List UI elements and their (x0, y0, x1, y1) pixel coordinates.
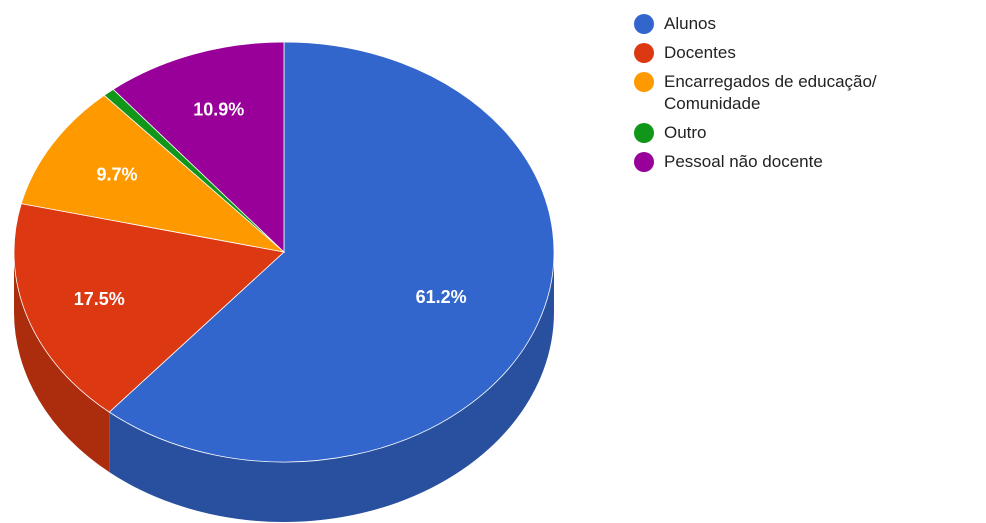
legend-swatch-encarregados (634, 72, 654, 92)
pie-slice-encarregados[interactable] (20, 94, 286, 253)
pie-side-walls (14, 252, 554, 522)
legend-label-encarregados: Encarregados de educação/ Comunidade (664, 72, 877, 113)
legend-item-docentes[interactable]: Docentes (634, 42, 979, 64)
pie-labels: 61.2% 17.5% 9.7% 10.9% (74, 100, 467, 310)
legend-swatch-pessoal-nao-docente (634, 152, 654, 172)
slice-label-encarregados: 9.7% (96, 165, 137, 185)
legend-item-encarregados[interactable]: Encarregados de educação/ Comunidade (634, 71, 979, 115)
pie-side-docentes (14, 252, 110, 473)
legend-swatch-docentes (634, 43, 654, 63)
slice-label-pessoal-nao-docente: 10.9% (193, 100, 244, 120)
legend-label-docentes: Docentes (664, 43, 736, 62)
slice-label-alunos: 61.2% (416, 287, 467, 307)
pie-top (13, 41, 555, 463)
legend: Alunos Docentes Encarregados de educação… (634, 13, 979, 180)
legend-label-pessoal-nao-docente: Pessoal não docente (664, 152, 823, 171)
pie-side-alunos (109, 252, 554, 522)
legend-label-alunos: Alunos (664, 14, 716, 33)
legend-item-outro[interactable]: Outro (634, 122, 979, 144)
legend-item-alunos[interactable]: Alunos (634, 13, 979, 35)
legend-item-pessoal-nao-docente[interactable]: Pessoal não docente (634, 151, 979, 173)
slice-label-docentes: 17.5% (74, 289, 125, 309)
legend-swatch-outro (634, 123, 654, 143)
pie-slice-alunos[interactable] (108, 41, 555, 463)
legend-label-outro: Outro (664, 123, 707, 142)
pie-slice-docentes[interactable] (13, 203, 285, 413)
pie-slice-pessoal-nao-docente[interactable] (112, 41, 285, 253)
legend-swatch-alunos (634, 14, 654, 34)
